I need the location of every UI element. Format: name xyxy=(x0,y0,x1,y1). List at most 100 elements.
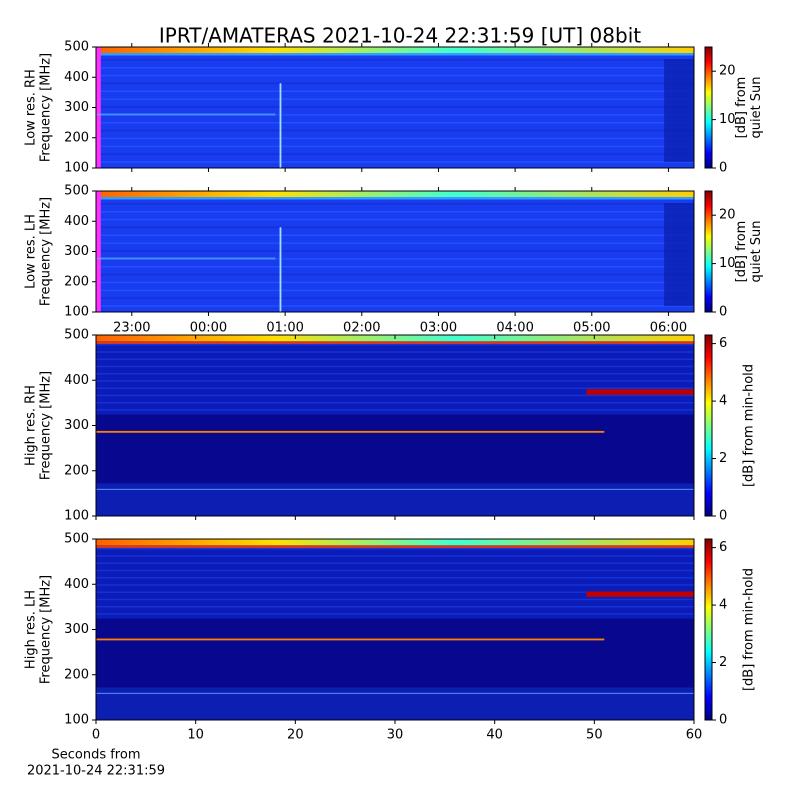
y-tick-label: 200 xyxy=(64,667,89,682)
x-tick-label: 06:00 xyxy=(650,321,687,336)
colorbar xyxy=(704,190,713,313)
heatmap-feature xyxy=(96,289,694,292)
heatmap-feature xyxy=(96,218,694,221)
heatmap-feature xyxy=(96,281,694,284)
heatmap-feature xyxy=(96,210,694,213)
colorbar-tick-label: 0 xyxy=(719,713,727,728)
x-tick-label: 0 xyxy=(92,728,100,743)
heatmap xyxy=(96,191,694,312)
colorbar-tick-label: 4 xyxy=(719,598,727,613)
heatmap-feature xyxy=(96,98,694,100)
heatmap-feature xyxy=(96,638,605,641)
heatmap-feature xyxy=(96,129,694,132)
heatmap-feature xyxy=(96,226,694,229)
colorbar-tick-label: 0 xyxy=(719,509,727,524)
colorbar xyxy=(704,46,713,169)
x-axis-label: 2021-10-24 22:31:59 xyxy=(27,764,165,779)
y-tick-label: 200 xyxy=(64,274,89,289)
colorbar-tick-label: 20 xyxy=(719,208,736,223)
heatmap-feature xyxy=(96,394,694,397)
colorbar-tick-label: 0 xyxy=(719,161,727,176)
heatmap-feature xyxy=(96,401,694,404)
x-tick-label: 02:00 xyxy=(343,321,380,336)
heatmap-feature xyxy=(279,227,282,312)
heatmap-feature xyxy=(586,591,694,597)
y-axis-label: High res. LH xyxy=(24,590,39,669)
heatmap-feature xyxy=(96,137,694,140)
y-axis-label: Frequency [MHz] xyxy=(39,575,54,684)
heatmap-feature xyxy=(96,344,694,346)
heatmap-feature xyxy=(96,106,694,108)
x-tick-label: 04:00 xyxy=(496,321,533,336)
y-tick-label: 500 xyxy=(64,532,89,547)
colorbar-tick-label: 2 xyxy=(719,655,727,670)
colorbar-tick-label: 2 xyxy=(719,451,727,466)
x-tick-label: 40 xyxy=(486,728,503,743)
colorbar-tick-label: 6 xyxy=(719,540,727,555)
heatmap xyxy=(96,539,694,720)
heatmap-feature xyxy=(96,66,694,69)
heatmap-feature xyxy=(96,297,694,299)
heatmap-feature xyxy=(96,191,694,198)
colorbar-label: [dB] from min-hold xyxy=(742,568,757,691)
y-tick-label: 100 xyxy=(64,713,89,728)
y-axis-label: High res. RH xyxy=(24,385,39,466)
heatmap-feature xyxy=(96,598,694,601)
y-tick-label: 500 xyxy=(64,328,89,343)
heatmap-feature xyxy=(96,613,694,615)
y-tick-label: 300 xyxy=(64,100,89,115)
heatmap-feature xyxy=(96,47,101,168)
y-tick-label: 400 xyxy=(64,373,89,388)
heatmap-feature xyxy=(96,365,694,368)
y-tick-label: 500 xyxy=(64,40,89,55)
colorbar-tick-label: 20 xyxy=(719,64,736,79)
heatmap-feature xyxy=(96,687,694,720)
heatmap-feature xyxy=(96,409,694,411)
chart-title: IPRT/AMATERAS 2021-10-24 22:31:59 [UT] 0… xyxy=(159,24,641,48)
x-tick-label: 23:00 xyxy=(113,321,150,336)
heatmap-feature xyxy=(96,584,694,586)
heatmap-feature xyxy=(96,257,276,260)
heatmap-feature xyxy=(96,242,694,244)
colorbar xyxy=(704,334,713,517)
y-tick-label: 500 xyxy=(64,184,89,199)
y-axis-label: Low res. RH xyxy=(24,69,39,146)
x-tick-label: 60 xyxy=(686,728,703,743)
y-axis-label: Frequency [MHz] xyxy=(39,53,54,162)
heatmap-feature xyxy=(96,692,694,694)
colorbar xyxy=(704,538,713,721)
x-tick-label: 30 xyxy=(387,728,404,743)
colorbar-tick-label: 0 xyxy=(719,305,727,320)
y-axis-label: Frequency [MHz] xyxy=(39,371,54,480)
heatmap-feature xyxy=(96,483,694,516)
heatmap-feature xyxy=(96,203,694,205)
x-tick-label: 00:00 xyxy=(190,321,227,336)
x-tick-label: 10 xyxy=(187,728,204,743)
colorbar-label: [dB] from xyxy=(734,77,749,139)
heatmap-feature xyxy=(96,605,694,608)
y-axis-label: Low res. LH xyxy=(24,214,39,289)
x-tick-label: 05:00 xyxy=(573,321,610,336)
y-tick-label: 200 xyxy=(64,463,89,478)
y-tick-label: 400 xyxy=(64,577,89,592)
y-tick-label: 200 xyxy=(64,130,89,145)
heatmap-feature xyxy=(96,74,694,77)
heatmap-feature xyxy=(96,305,694,307)
heatmap-feature xyxy=(96,145,694,148)
heatmap-feature xyxy=(96,47,694,54)
heatmap-feature xyxy=(664,203,694,306)
x-tick-label: 03:00 xyxy=(420,321,457,336)
heatmap-feature xyxy=(96,430,605,433)
y-tick-label: 300 xyxy=(64,622,89,637)
x-tick-label: 01:00 xyxy=(266,321,303,336)
heatmap-feature xyxy=(96,153,694,155)
x-axis-label: Seconds from xyxy=(51,748,140,763)
colorbar-tick-label: 10 xyxy=(719,112,736,127)
heatmap-feature xyxy=(96,122,694,124)
heatmap-feature xyxy=(96,114,694,116)
y-tick-label: 100 xyxy=(64,305,89,320)
heatmap-feature xyxy=(96,358,694,360)
heatmap-feature xyxy=(664,59,694,162)
heatmap-feature xyxy=(96,577,694,579)
